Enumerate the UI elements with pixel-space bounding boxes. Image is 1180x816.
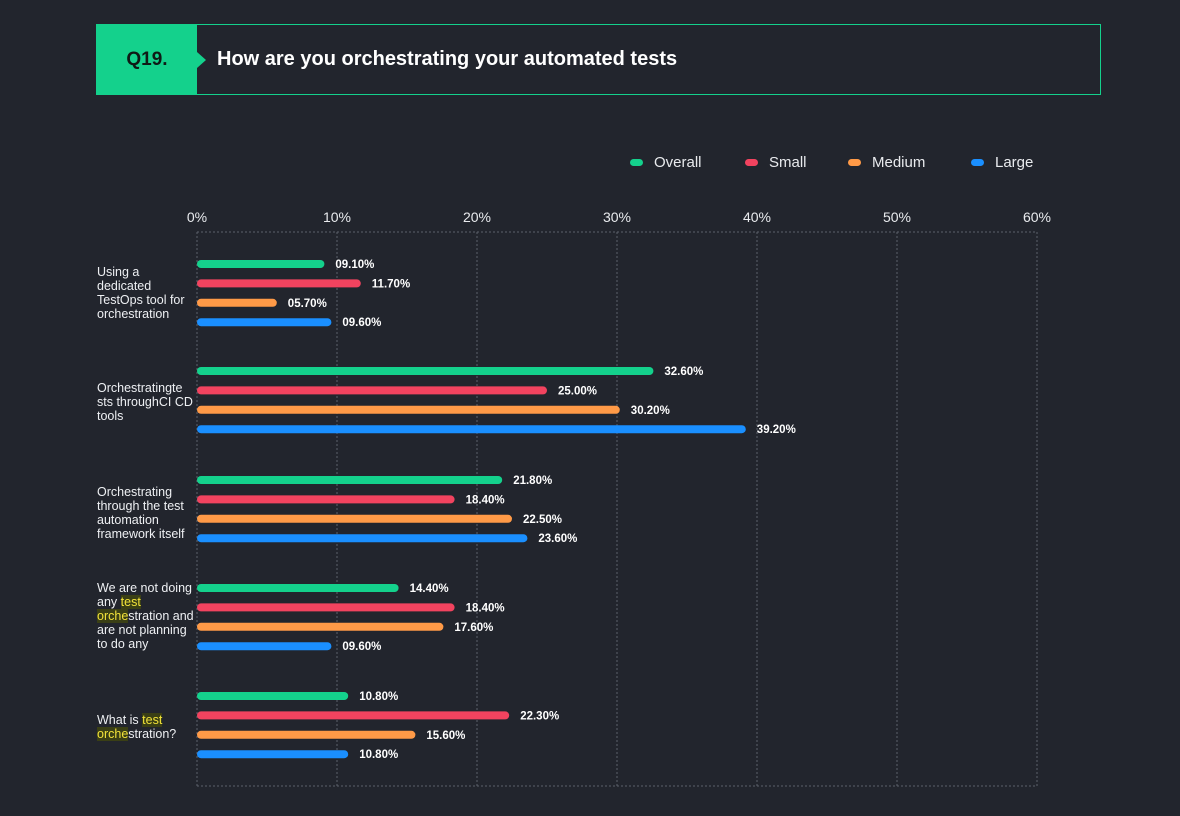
label-text: stration and are not planning to do any <box>97 609 194 651</box>
category-label-what-is-orchestration: What is test orchestration? <box>97 713 194 741</box>
x-tick-label: 50% <box>883 209 911 225</box>
legend-swatch-medium <box>848 159 861 166</box>
x-tick-label: 0% <box>187 209 207 225</box>
data-label: 09.10% <box>335 259 374 271</box>
data-label: 30.20% <box>631 405 670 417</box>
data-label: 22.50% <box>523 514 562 526</box>
legend-label-overall: Overall <box>654 154 702 171</box>
data-label: 18.40% <box>466 494 505 506</box>
data-label: 10.80% <box>359 691 398 703</box>
category-label-not-doing-orchestration: We are not doing any test orchestration … <box>97 581 194 651</box>
data-label: 18.40% <box>466 602 505 614</box>
bar-overall <box>197 476 503 484</box>
header-arrow-icon <box>197 52 206 68</box>
label-text: We are not doing any <box>97 581 192 609</box>
data-label: 21.80% <box>513 475 552 487</box>
bar-large <box>197 642 332 651</box>
bar-large <box>197 534 528 543</box>
bar-overall <box>197 692 349 700</box>
data-label: 14.40% <box>410 583 449 595</box>
label-text: Orchestrating through the test automatio… <box>97 485 185 541</box>
bar-small <box>197 603 455 612</box>
question-number: Q19. <box>126 48 168 70</box>
bar-small <box>197 279 361 288</box>
label-text: Using a dedicated TestOps tool for orche… <box>97 265 185 321</box>
category-label-testops-tool: Using a dedicated TestOps tool for orche… <box>97 265 194 321</box>
data-label: 09.60% <box>342 641 381 653</box>
data-label: 23.60% <box>538 533 577 545</box>
x-tick-label: 20% <box>463 209 491 225</box>
legend-swatch-large <box>971 159 984 166</box>
x-tick-label: 40% <box>743 209 771 225</box>
legend-label-small: Small <box>769 154 807 171</box>
bar-medium <box>197 514 512 523</box>
legend-swatch-overall <box>630 159 643 166</box>
legend-label-medium: Medium <box>872 154 926 171</box>
bar-large <box>197 425 746 434</box>
data-label: 17.60% <box>454 622 493 634</box>
legend-swatch-small <box>745 159 758 166</box>
bar-overall <box>197 367 654 375</box>
category-label-automation-framework: Orchestrating through the test automatio… <box>97 485 194 541</box>
bar-small <box>197 711 510 720</box>
question-title: How are you orchestrating your automated… <box>217 48 678 70</box>
bar-large <box>197 318 332 327</box>
data-label: 32.60% <box>664 366 703 378</box>
x-tick-label: 10% <box>323 209 351 225</box>
legend-item-medium: Medium <box>848 154 925 171</box>
data-label: 05.70% <box>288 298 327 310</box>
data-label: 39.20% <box>757 424 796 436</box>
label-text: Orchestratingte sts throughCI CD tools <box>97 381 193 423</box>
x-tick-label: 30% <box>603 209 631 225</box>
legend-label-large: Large <box>995 154 1034 171</box>
bar-small <box>197 386 547 395</box>
label-text: stration? <box>128 727 177 741</box>
data-label: 25.00% <box>558 385 597 397</box>
legend-item-small: Small <box>745 154 807 171</box>
data-label: 15.60% <box>426 730 465 742</box>
bar-medium <box>197 622 444 631</box>
question-number-box: Q19. <box>97 25 197 94</box>
legend-item-large: Large <box>971 154 1033 171</box>
data-label: 11.70% <box>372 278 410 290</box>
bar-small <box>197 495 455 504</box>
bar-medium <box>197 298 277 307</box>
bar-overall <box>197 260 325 268</box>
x-tick-label: 60% <box>1023 209 1051 225</box>
legend-item-overall: Overall <box>630 154 702 171</box>
category-label-ci-cd-tools: Orchestratingte sts throughCI CD tools <box>97 381 194 423</box>
bar-medium <box>197 405 620 414</box>
bar-overall <box>197 584 399 592</box>
bar-medium <box>197 730 416 739</box>
question-header: Q19. How are you orchestrating your auto… <box>96 24 1101 95</box>
data-label: 09.60% <box>342 317 381 329</box>
bar-large <box>197 750 349 759</box>
data-label: 10.80% <box>359 749 398 761</box>
data-label: 22.30% <box>520 710 559 722</box>
label-text: What is <box>97 713 143 727</box>
